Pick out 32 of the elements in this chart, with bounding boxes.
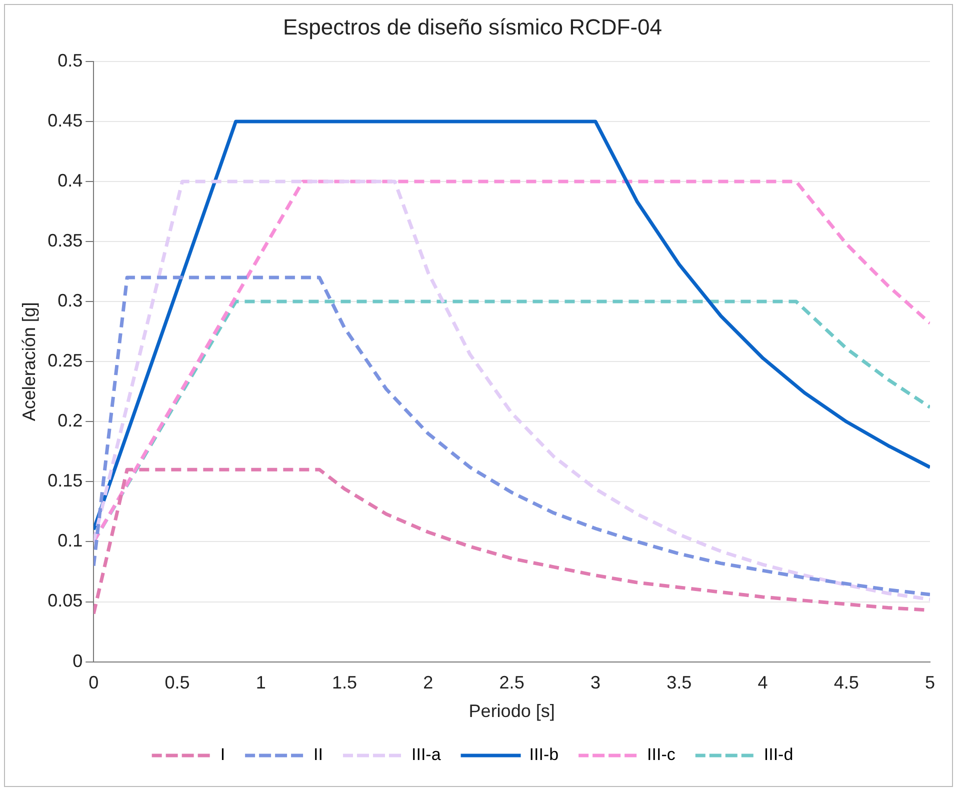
y-tick-label: 0.05 bbox=[48, 590, 83, 611]
y-tick-label: 0.1 bbox=[58, 530, 83, 551]
x-tick-label: 3.5 bbox=[666, 672, 692, 693]
y-tick-label: 0.4 bbox=[58, 170, 83, 190]
y-tick-label: 0.25 bbox=[48, 350, 83, 371]
legend-label: I bbox=[220, 745, 226, 764]
x-tick-label: 3 bbox=[590, 672, 600, 693]
x-axis-title: Periodo [s] bbox=[468, 701, 555, 722]
y-tick-label: 0.35 bbox=[48, 230, 83, 250]
y-tick-label: 0.2 bbox=[58, 410, 83, 431]
legend-label: III-d bbox=[764, 745, 794, 764]
x-tick-label: 5 bbox=[924, 672, 936, 693]
y-axis-title: Aceleración [g] bbox=[18, 302, 39, 422]
y-tick-label: 0.3 bbox=[58, 290, 83, 311]
x-tick-label: 2.5 bbox=[499, 672, 524, 693]
legend-label: III-c bbox=[647, 745, 676, 764]
legend-label: III-a bbox=[411, 745, 442, 764]
chart-title: Espectros de diseño sísmico RCDF-04 bbox=[282, 14, 662, 40]
line-series bbox=[94, 276, 930, 596]
legend-label: III-b bbox=[529, 745, 559, 764]
x-tick-label: 4 bbox=[758, 672, 768, 693]
y-tick-label: 0.15 bbox=[48, 470, 83, 491]
x-tick-label: 0 bbox=[88, 672, 99, 693]
x-tick-label: 1.5 bbox=[332, 672, 358, 693]
y-tick-label: 0 bbox=[72, 650, 83, 671]
x-tick-label: 4.5 bbox=[834, 672, 859, 693]
y-tick-label: 0.45 bbox=[48, 110, 83, 130]
x-tick-label: 0.5 bbox=[164, 672, 190, 693]
x-tick-label: 1 bbox=[256, 672, 266, 693]
x-tick-label: 2 bbox=[423, 672, 434, 693]
legend-label: II bbox=[314, 745, 323, 764]
y-tick-label: 0.5 bbox=[58, 50, 83, 70]
